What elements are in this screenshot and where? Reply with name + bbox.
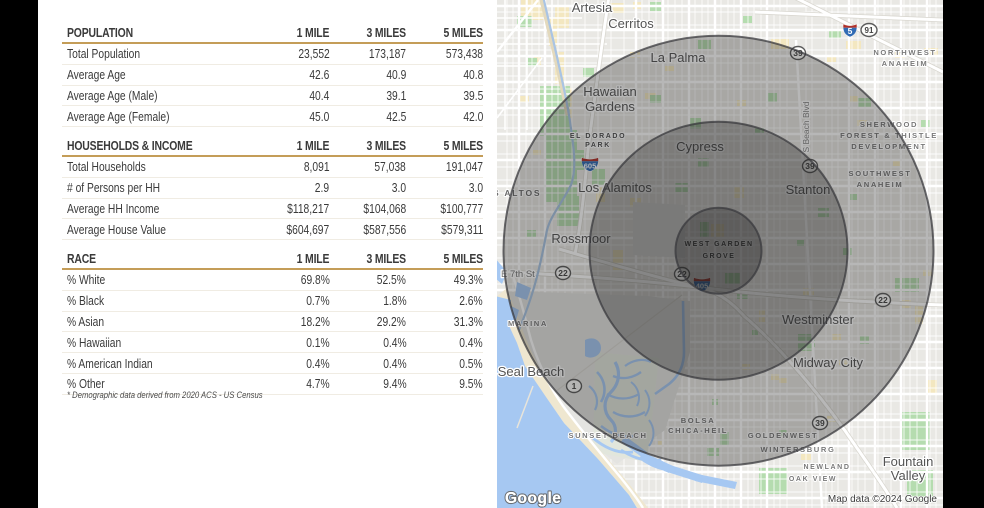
svg-text:22: 22	[878, 295, 888, 305]
svg-text:39: 39	[805, 161, 815, 171]
svg-text:S Beach Blvd: S Beach Blvd	[801, 101, 811, 152]
svg-text:SHERWOOD: SHERWOOD	[860, 120, 918, 129]
svg-text:91: 91	[865, 26, 874, 35]
svg-text:OS ALTOS: OS ALTOS	[497, 188, 541, 198]
svg-text:MARINA: MARINA	[508, 319, 548, 328]
svg-text:Rossmoor: Rossmoor	[551, 231, 611, 246]
svg-text:DEVELOPMENT: DEVELOPMENT	[851, 142, 926, 151]
svg-text:605: 605	[584, 161, 597, 170]
svg-text:Artesia: Artesia	[572, 0, 613, 15]
svg-text:Map data ©2024 Google: Map data ©2024 Google	[828, 494, 938, 505]
svg-text:Los Alamitos: Los Alamitos	[578, 180, 652, 195]
svg-text:22: 22	[558, 268, 568, 278]
svg-text:WINTERSBURG: WINTERSBURG	[761, 445, 836, 454]
svg-text:GOLDENWEST: GOLDENWEST	[748, 431, 818, 440]
svg-text:Google: Google	[505, 490, 561, 507]
svg-text:1: 1	[572, 381, 577, 391]
svg-text:Cypress: Cypress	[676, 139, 724, 154]
svg-text:Gardens: Gardens	[585, 99, 635, 114]
svg-text:FOREST & THISTLE: FOREST & THISTLE	[840, 131, 938, 140]
svg-text:NORTHWEST: NORTHWEST	[873, 48, 936, 57]
svg-text:405: 405	[696, 281, 709, 290]
svg-text:CHICA-HEIL: CHICA-HEIL	[668, 426, 728, 435]
svg-text:E 7th St: E 7th St	[501, 269, 535, 280]
svg-text:NEWLAND: NEWLAND	[804, 464, 851, 471]
svg-text:EL DORADO: EL DORADO	[570, 133, 626, 140]
svg-text:WEST GARDEN: WEST GARDEN	[685, 241, 754, 248]
svg-text:5: 5	[848, 26, 853, 36]
svg-text:39: 39	[815, 418, 825, 428]
svg-text:GROVE: GROVE	[703, 253, 736, 260]
svg-text:Midway City: Midway City	[793, 355, 864, 370]
svg-text:Fountain: Fountain	[883, 454, 934, 469]
svg-text:Seal Beach: Seal Beach	[498, 364, 565, 379]
svg-text:ANAHEIM: ANAHEIM	[882, 59, 929, 68]
svg-text:PARK: PARK	[585, 142, 611, 149]
svg-text:ANAHEIM: ANAHEIM	[857, 180, 904, 189]
svg-text:Hawaiian: Hawaiian	[583, 84, 636, 99]
svg-text:Google: Google	[505, 490, 561, 507]
svg-text:La Palma: La Palma	[651, 50, 707, 65]
svg-text:Cerritos: Cerritos	[608, 16, 654, 31]
svg-text:Stanton: Stanton	[786, 182, 831, 197]
svg-text:BOLSA: BOLSA	[681, 416, 716, 425]
svg-text:SOUTHWEST: SOUTHWEST	[849, 169, 912, 178]
svg-text:Valley: Valley	[891, 468, 926, 483]
svg-text:OAK VIEW: OAK VIEW	[789, 476, 837, 483]
svg-text:39: 39	[793, 48, 803, 58]
svg-text:Westminster: Westminster	[782, 312, 855, 327]
